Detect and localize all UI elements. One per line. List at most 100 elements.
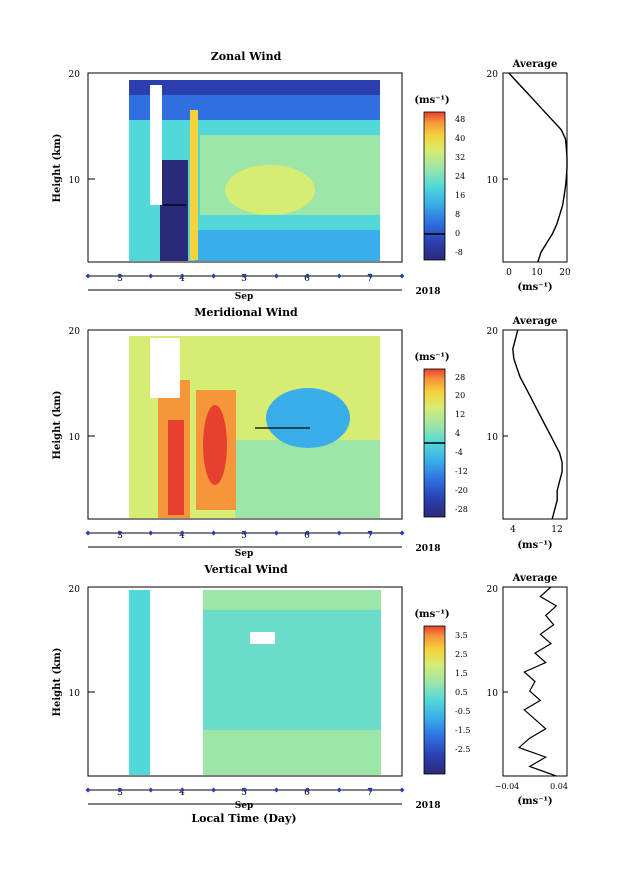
time-axis-marker bbox=[242, 273, 248, 279]
zonal-time-axis: 3 4 5 6 7 Sep 2018 bbox=[88, 274, 441, 302]
zonal-year: 2018 bbox=[415, 287, 440, 297]
vertical-axes-frame bbox=[87, 586, 403, 777]
zonal-xtick-label-3: 3 bbox=[117, 274, 123, 284]
time-axis-marker bbox=[148, 530, 154, 536]
zonal-profile: Average 10 20 0 10 20 (ms⁻¹) bbox=[487, 59, 571, 293]
meridional-profile-line bbox=[512, 329, 563, 520]
zonal-colorbar-label-7: -8 bbox=[455, 248, 463, 257]
time-axis-marker bbox=[273, 530, 279, 536]
zonal-colorbar-label-3: 24 bbox=[455, 172, 465, 181]
vertical-profile-frame bbox=[502, 586, 568, 777]
vertical-profile-ytick-label-20: 20 bbox=[487, 585, 499, 595]
zonal-xtick-label-5: 5 bbox=[241, 274, 247, 284]
vertical-profile-title: Average bbox=[512, 573, 558, 584]
meridional-southerly-region bbox=[266, 388, 350, 448]
time-axis-marker bbox=[305, 273, 311, 279]
zonal-easterly-column bbox=[160, 160, 188, 261]
meridional-profile-ytick-label-10: 10 bbox=[487, 433, 499, 443]
meridional-field bbox=[129, 336, 380, 518]
time-axis-marker bbox=[85, 787, 91, 793]
time-axis-marker bbox=[211, 530, 217, 536]
vertical-colorbar-unit: (ms⁻¹) bbox=[414, 609, 449, 620]
vertical-colorbar-label-4: -0.5 bbox=[455, 707, 470, 716]
zonal-core bbox=[225, 165, 315, 215]
meridional-time-axis: 3 4 5 6 7 Sep 2018 bbox=[88, 531, 441, 559]
meridional-northerly-core-a bbox=[168, 420, 184, 515]
zonal-colorbar-label-4: 16 bbox=[455, 191, 465, 200]
vertical-ytick-label-10: 10 bbox=[69, 689, 81, 699]
time-axis-marker bbox=[368, 787, 374, 793]
meridional-colorbar-label-0: 28 bbox=[455, 373, 465, 382]
time-axis-marker bbox=[211, 273, 217, 279]
time-axis-tick-markers bbox=[85, 273, 405, 793]
meridional-profile-xtick-label-12: 12 bbox=[551, 525, 562, 535]
meridional-colorbar-label-5: -12 bbox=[455, 467, 468, 476]
vertical-profile: Average 10 20 −0.04 0.04 (ms⁻¹) bbox=[487, 573, 568, 807]
vertical-bottom-label: Local Time (Day) bbox=[191, 812, 296, 825]
vertical-title: Vertical Wind bbox=[203, 563, 288, 576]
zonal-colorbar-scale bbox=[423, 111, 446, 261]
time-axis-marker bbox=[116, 530, 122, 536]
meridional-data-gap bbox=[150, 338, 180, 398]
meridional-xlabel: Sep bbox=[235, 549, 254, 559]
meridional-profile: Average 10 20 4 12 (ms⁻¹) bbox=[487, 316, 568, 551]
vertical-panel: Vertical Wind 10 20 Height (km) 3 4 5 6 … bbox=[52, 563, 568, 825]
zonal-low-band bbox=[195, 230, 380, 261]
meridional-xtick-label-6: 6 bbox=[304, 531, 310, 541]
vertical-xtick-label-5: 5 bbox=[241, 788, 247, 798]
time-axis-marker bbox=[368, 273, 374, 279]
zonal-colorbar-label-0: 48 bbox=[455, 115, 465, 124]
time-axis-marker bbox=[85, 530, 91, 536]
zonal-colorbar-unit: (ms⁻¹) bbox=[414, 95, 449, 106]
vertical-colorbar-label-5: -1.5 bbox=[455, 726, 470, 735]
vertical-colorbar-scale bbox=[423, 625, 446, 775]
time-axis-marker bbox=[116, 273, 122, 279]
time-axis-marker bbox=[179, 530, 185, 536]
time-axis-marker bbox=[242, 787, 248, 793]
zonal-field bbox=[129, 80, 380, 261]
vertical-colorbar-label-1: 2.5 bbox=[455, 650, 468, 659]
meridional-colorbar-label-7: -28 bbox=[455, 505, 468, 514]
vertical-colorbar-label-0: 3.5 bbox=[455, 631, 468, 640]
vertical-year: 2018 bbox=[415, 801, 440, 811]
meridional-profile-ytick-label-20: 20 bbox=[487, 327, 499, 337]
zonal-profile-ytick-label-10: 10 bbox=[487, 176, 499, 186]
vertical-profile-ytick-label-10: 10 bbox=[487, 689, 499, 699]
time-axis-marker bbox=[148, 787, 154, 793]
vertical-field-upper-gap bbox=[250, 632, 275, 644]
meridional-xtick-label-5: 5 bbox=[241, 531, 247, 541]
meridional-xtick-label-4: 4 bbox=[179, 531, 185, 541]
vertical-colorbar-label-3: 0.5 bbox=[455, 688, 468, 697]
time-axis-marker bbox=[336, 787, 342, 793]
meridional-lower-band bbox=[235, 440, 380, 518]
meridional-axes-frame bbox=[87, 329, 403, 520]
zonal-profile-ytick-label-20: 20 bbox=[487, 70, 499, 80]
time-axis-marker bbox=[336, 273, 342, 279]
zonal-data-gap bbox=[150, 85, 162, 205]
zonal-profile-xtick-label-0: 0 bbox=[506, 268, 512, 278]
zonal-ylabel: Height (km) bbox=[52, 134, 63, 203]
meridional-colorbar-label-6: -20 bbox=[455, 486, 468, 495]
meridional-colorbar-label-4: -4 bbox=[455, 448, 463, 457]
time-axis-marker bbox=[399, 530, 405, 536]
meridional-colorbar-unit: (ms⁻¹) bbox=[414, 352, 449, 363]
vertical-colorbar: (ms⁻¹) 3.5 2.5 1.5 0.5 -0.5 -1.5 -2.5 bbox=[414, 609, 470, 775]
zonal-title: Zonal Wind bbox=[211, 50, 282, 63]
time-axis-marker bbox=[179, 273, 185, 279]
meridional-ytick-label-20: 20 bbox=[69, 327, 81, 337]
meridional-colorbar-label-3: 4 bbox=[455, 429, 460, 438]
time-axis-marker bbox=[399, 787, 405, 793]
time-axis-marker bbox=[148, 273, 154, 279]
zonal-profile-xlabel: (ms⁻¹) bbox=[517, 282, 552, 293]
vertical-xtick-label-6: 6 bbox=[304, 788, 310, 798]
meridional-xtick-label-7: 7 bbox=[367, 531, 373, 541]
zonal-top-band bbox=[129, 80, 380, 95]
time-axis-marker bbox=[116, 787, 122, 793]
vertical-colorbar-label-2: 1.5 bbox=[455, 669, 468, 678]
time-axis-marker bbox=[399, 273, 405, 279]
meridional-profile-title: Average bbox=[512, 316, 558, 327]
zonal-colorbar-label-1: 40 bbox=[455, 134, 465, 143]
zonal-colorbar-label-5: 8 bbox=[455, 210, 460, 219]
vertical-colorbar-label-6: -2.5 bbox=[455, 745, 470, 754]
